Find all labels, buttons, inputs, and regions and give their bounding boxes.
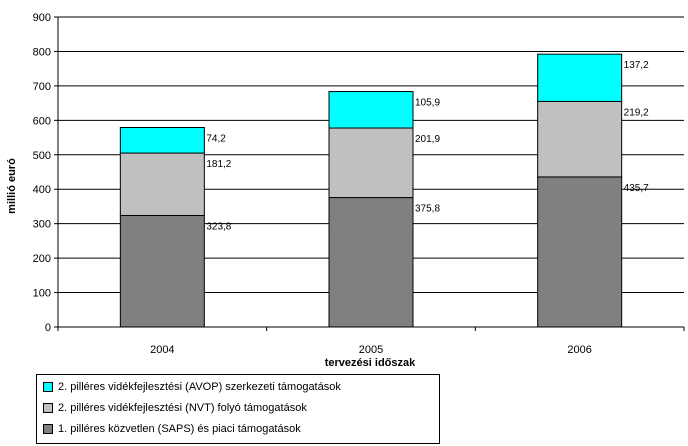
x-tick-label: 2006: [567, 344, 591, 356]
bar-segment: [537, 176, 623, 328]
legend-item: 2. pilléres vidékfejlesztési (AVOP) szer…: [43, 379, 341, 395]
legend-swatch: [43, 424, 53, 434]
y-tick-label: 0: [45, 322, 51, 334]
legend-item: 2. pilléres vidékfejlesztési (NVT) folyó…: [43, 400, 307, 416]
legend-label: 1. pilléres közvetlen (SAPS) és piaci tá…: [58, 423, 301, 435]
x-tick-labels: 2004 2005 2006: [150, 344, 592, 356]
bar-segment: [537, 100, 623, 178]
y-tick-label: 200: [33, 253, 51, 265]
y-tick-label: 300: [33, 219, 51, 231]
legend-swatch: [43, 403, 53, 413]
bar-segment: [119, 214, 205, 328]
stacked-bar-chart: 323,8 181,2 74,2 375,8 201,9 105,9 435,7 219,2 1…: [6, 12, 685, 369]
bar-segment: [537, 53, 623, 102]
bar-segment: [328, 197, 414, 328]
y-tick-label: 900: [33, 12, 51, 24]
data-labels: 323,8 181,2 74,2 375,8 201,9 105,9 435,7 219,2 1…: [206, 60, 649, 232]
bar-segment: [119, 152, 205, 216]
legend-label: 2. pilléres vidékfejlesztési (AVOP) szer…: [58, 381, 341, 393]
x-tick-label: 2004: [150, 344, 174, 356]
data-label: 105,9: [415, 98, 440, 109]
bars: [119, 53, 623, 328]
y-tick-label: 600: [33, 115, 51, 127]
x-axis-title: tervezési időszak: [325, 357, 416, 369]
legend-swatch: [43, 382, 53, 392]
data-label: 137,2: [624, 60, 649, 71]
data-label: 323,8: [206, 221, 231, 232]
y-tick-label: 400: [33, 184, 51, 196]
x-tick-label: 2005: [359, 344, 383, 356]
y-tick-label: 500: [33, 150, 51, 162]
bar-segment: [328, 127, 414, 199]
y-tick-labels: 0 100 200 300 400 500 600 700 800 900: [33, 12, 51, 334]
data-label: 181,2: [206, 159, 231, 170]
data-label: 201,9: [415, 134, 440, 145]
legend-label: 2. pilléres vidékfejlesztési (NVT) folyó…: [58, 402, 307, 414]
y-tick-label: 100: [33, 288, 51, 300]
bar-segment: [119, 126, 205, 154]
axes: [54, 16, 685, 331]
data-label: 375,8: [415, 204, 440, 215]
y-tick-label: 700: [33, 81, 51, 93]
y-tick-label: 800: [33, 46, 51, 58]
y-axis-title: millió euró: [6, 158, 18, 214]
bar-segment: [328, 91, 414, 129]
legend-item: 1. pilléres közvetlen (SAPS) és piaci tá…: [43, 421, 301, 437]
data-label: 74,2: [206, 133, 226, 144]
data-label: 219,2: [624, 107, 649, 118]
legend: 2. pilléres vidékfejlesztési (AVOP) szer…: [36, 374, 440, 444]
data-label: 435,7: [624, 183, 649, 194]
